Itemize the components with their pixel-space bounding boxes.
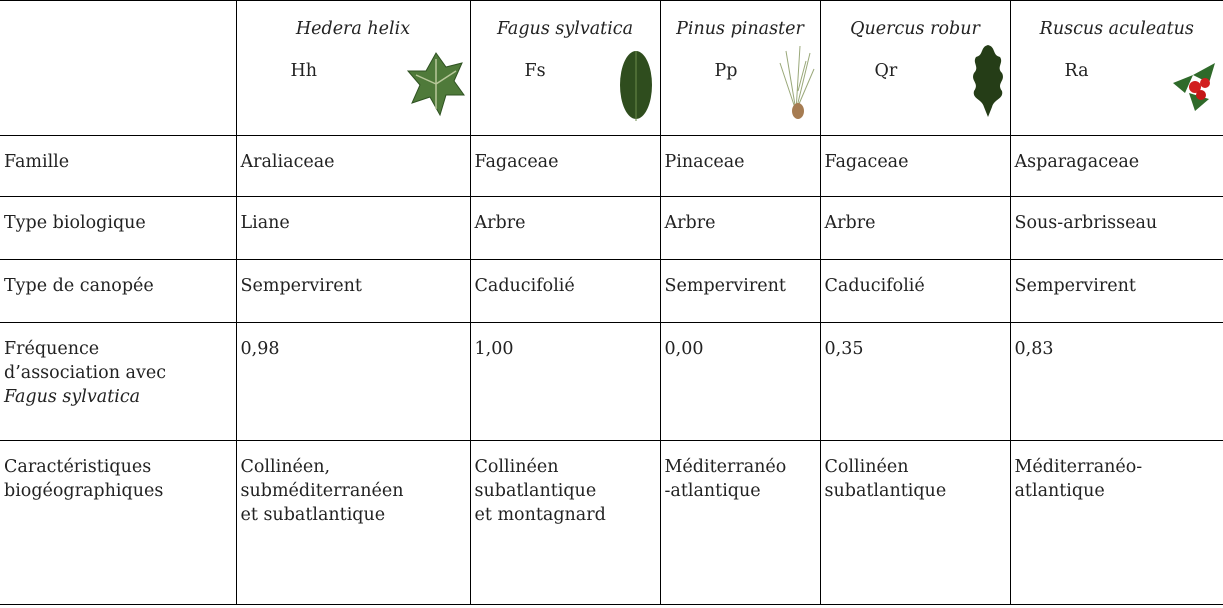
cell-line: et subatlantique [240, 505, 386, 525]
table-cell: Asparagaceae [1009, 135, 1223, 197]
label-line: biogéographiques [4, 481, 164, 501]
cell-line: Arbre [474, 213, 526, 233]
table-cell: Sempervirent [659, 259, 821, 323]
species-code: Ra [1064, 61, 1089, 81]
species-name: Fagus sylvatica [496, 19, 634, 39]
cell-line: Fagaceae [474, 152, 559, 172]
cell-line: subatlantique [824, 481, 947, 501]
table-cell: Collinéen subatlantique [819, 440, 1011, 605]
cell-line: 0,98 [240, 339, 280, 359]
corner-cell [0, 0, 237, 136]
table-cell: Méditerranéo -atlantique [659, 440, 821, 605]
table-row: Famille Araliaceae Fagaceae Pinaceae Fagacea… [0, 135, 1223, 197]
cell-line: Collinéen, [240, 457, 331, 477]
table-cell: Sous-arbrisseau [1009, 196, 1223, 260]
cell-line: Pinaceae [664, 152, 745, 172]
cell-line: Sempervirent [664, 276, 786, 296]
row-label: Type de canopée [0, 259, 237, 323]
cell-line: Sempervirent [1014, 276, 1136, 296]
cell-line: -atlantique [664, 481, 761, 501]
species-cell: Quercus robur Qr [819, 0, 1011, 136]
cell-line: subatlantique [474, 481, 597, 501]
pine-icon [779, 45, 814, 119]
cell-line: Liane [240, 213, 290, 233]
cell-line: Sous-arbrisseau [1014, 213, 1158, 233]
table-cell: Liane [235, 196, 471, 260]
species-name: Pinus pinaster [676, 19, 804, 39]
ruscus-icon [1173, 63, 1215, 111]
cell-line: Caducifolié [824, 276, 925, 296]
label-line: d’association avec [4, 363, 167, 383]
table-cell: Arbre [819, 196, 1011, 260]
table-cell: Collinéen subatlantique et montagnard [469, 440, 661, 605]
cell-line: Caducifolié [474, 276, 575, 296]
table-cell: Sempervirent [1009, 259, 1223, 323]
species-name: Quercus robur [850, 19, 980, 39]
cell-line: Collinéen [824, 457, 909, 477]
species-cell: Ruscus aculeatus Ra [1009, 0, 1223, 136]
table-cell: 1,00 [469, 322, 661, 441]
cell-line: 0,35 [824, 339, 864, 359]
table-cell: 0,35 [819, 322, 1011, 441]
cell-line: Fagaceae [824, 152, 909, 172]
cell-line: Asparagaceae [1014, 152, 1140, 172]
table-cell: Fagaceae [819, 135, 1011, 197]
species-code: Fs [524, 61, 546, 81]
oak-icon [972, 45, 1003, 117]
table-cell: Arbre [469, 196, 661, 260]
cell-line: Araliaceae [240, 152, 335, 172]
species-name: Ruscus aculeatus [1039, 19, 1194, 39]
ivy-icon [406, 52, 465, 117]
cell-line: 0,83 [1014, 339, 1054, 359]
table-cell: Fagaceae [469, 135, 661, 197]
table-cell: Caducifolié [819, 259, 1011, 323]
species-name: Hedera helix [295, 19, 411, 39]
label-line: Fréquence [4, 339, 100, 359]
table-row: Type biologique Liane Arbre Arbre Arbre Sous-… [0, 196, 1223, 260]
table-cell: Collinéen, subméditerranéen et subatlantiq… [235, 440, 471, 605]
table-cell: Sempervirent [235, 259, 471, 323]
table-cell: Arbre [659, 196, 821, 260]
label-line: Caractéristiques [4, 457, 152, 477]
cell-line: subméditerranéen [240, 481, 404, 501]
cell-line: 0,00 [664, 339, 704, 359]
table-cell: 0,83 [1009, 322, 1223, 441]
species-cell: Pinus pinaster Pp [659, 0, 821, 136]
table-cell: Caducifolié [469, 259, 661, 323]
cell-line: 1,00 [474, 339, 514, 359]
species-cell: Fagus sylvatica Fs [469, 0, 661, 136]
cell-line: Méditerranéo- [1014, 457, 1143, 477]
row-label: Type biologique [0, 196, 237, 260]
table-row: Type de canopée Sempervirent Caducifolié Se… [0, 259, 1223, 323]
species-code: Qr [874, 61, 898, 81]
label-line: Fagus sylvatica [4, 387, 141, 407]
header-row: Hedera helix Hh Fagus sylvatica Fs Pinus… [0, 0, 1223, 136]
label-line: Type de canopée [4, 276, 154, 296]
table-cell: 0,98 [235, 322, 471, 441]
cell-line: Collinéen [474, 457, 559, 477]
cell-line: et montagnard [474, 505, 606, 525]
cell-line: Sempervirent [240, 276, 362, 296]
cell-line: Arbre [824, 213, 876, 233]
table-row: Fréquence d’association avec Fagus sylvati… [0, 322, 1223, 441]
species-code: Hh [290, 61, 318, 81]
row-label: Caractéristiques biogéographiques [0, 440, 237, 605]
table-cell: Araliaceae [235, 135, 471, 197]
label-line: Famille [4, 152, 70, 172]
species-cell: Hedera helix Hh [235, 0, 471, 136]
cell-line: Arbre [664, 213, 716, 233]
cell-line: atlantique [1014, 481, 1105, 501]
cell-line: Méditerranéo [664, 457, 787, 477]
table-cell: 0,00 [659, 322, 821, 441]
row-label: Famille [0, 135, 237, 197]
label-line: Type biologique [4, 213, 146, 233]
table-cell: Méditerranéo-atlantique [1009, 440, 1223, 605]
table-row: Caractéristiques biogéographiques Collinée… [0, 440, 1223, 605]
row-label: Fréquence d’association avec Fagus sylvati… [0, 322, 237, 441]
species-code: Pp [714, 61, 738, 81]
table-cell: Pinaceae [659, 135, 821, 197]
beech-icon [619, 51, 652, 121]
